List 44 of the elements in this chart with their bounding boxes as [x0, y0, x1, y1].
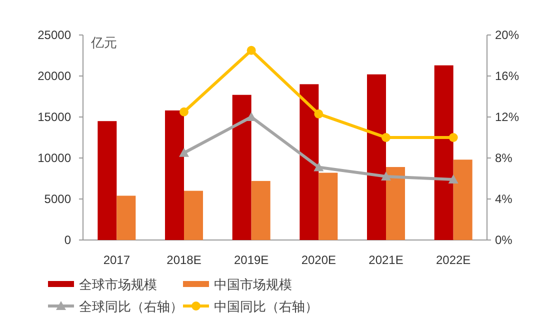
bar — [434, 65, 454, 240]
y2-tick-label: 4% — [495, 192, 513, 206]
x-tick-label: 2018E — [166, 253, 202, 267]
y2-tick-label: 0% — [495, 233, 513, 247]
y-axis-title: 亿元 — [90, 35, 117, 50]
bar — [98, 121, 117, 240]
bar — [318, 172, 338, 240]
legend-label: 全球市场规模 — [79, 277, 157, 292]
bar — [184, 190, 203, 240]
bar — [251, 180, 270, 240]
bar — [300, 84, 319, 240]
x-tick-label: 2017 — [103, 253, 130, 267]
point — [314, 162, 324, 172]
y2-tick-label: 16% — [495, 69, 520, 83]
y-tick-label: 0 — [64, 233, 72, 247]
point — [448, 174, 458, 184]
point — [246, 46, 256, 55]
x-tick-label: 2020E — [301, 253, 336, 267]
bar — [165, 110, 184, 240]
bar — [232, 94, 252, 240]
point — [179, 148, 189, 157]
point — [448, 133, 458, 142]
legend-label: 全球同比（右轴） — [79, 299, 183, 314]
bar — [367, 74, 386, 240]
point — [314, 109, 324, 118]
y-tick-label: 15000 — [38, 110, 72, 124]
point — [381, 171, 391, 180]
y-tick-label: 5000 — [44, 192, 72, 206]
x-tick-label: 2022E — [436, 253, 471, 267]
y2-tick-label: 12% — [495, 110, 520, 124]
bar — [116, 196, 136, 240]
point — [382, 133, 390, 142]
legend-label: 中国同比（右轴） — [214, 299, 318, 314]
x-tick-label: 2019E — [234, 253, 269, 267]
y-tick-label: 10000 — [38, 151, 72, 165]
y-tick-label: 25000 — [38, 28, 72, 42]
point — [180, 107, 188, 116]
y-tick-label: 20000 — [38, 69, 72, 83]
x-tick-label: 2021E — [368, 253, 404, 267]
y2-tick-label: 20% — [495, 28, 520, 42]
bar — [386, 167, 405, 240]
legend-label: 中国市场规模 — [214, 277, 292, 292]
y2-tick-label: 8% — [495, 151, 513, 165]
bar — [453, 160, 472, 240]
